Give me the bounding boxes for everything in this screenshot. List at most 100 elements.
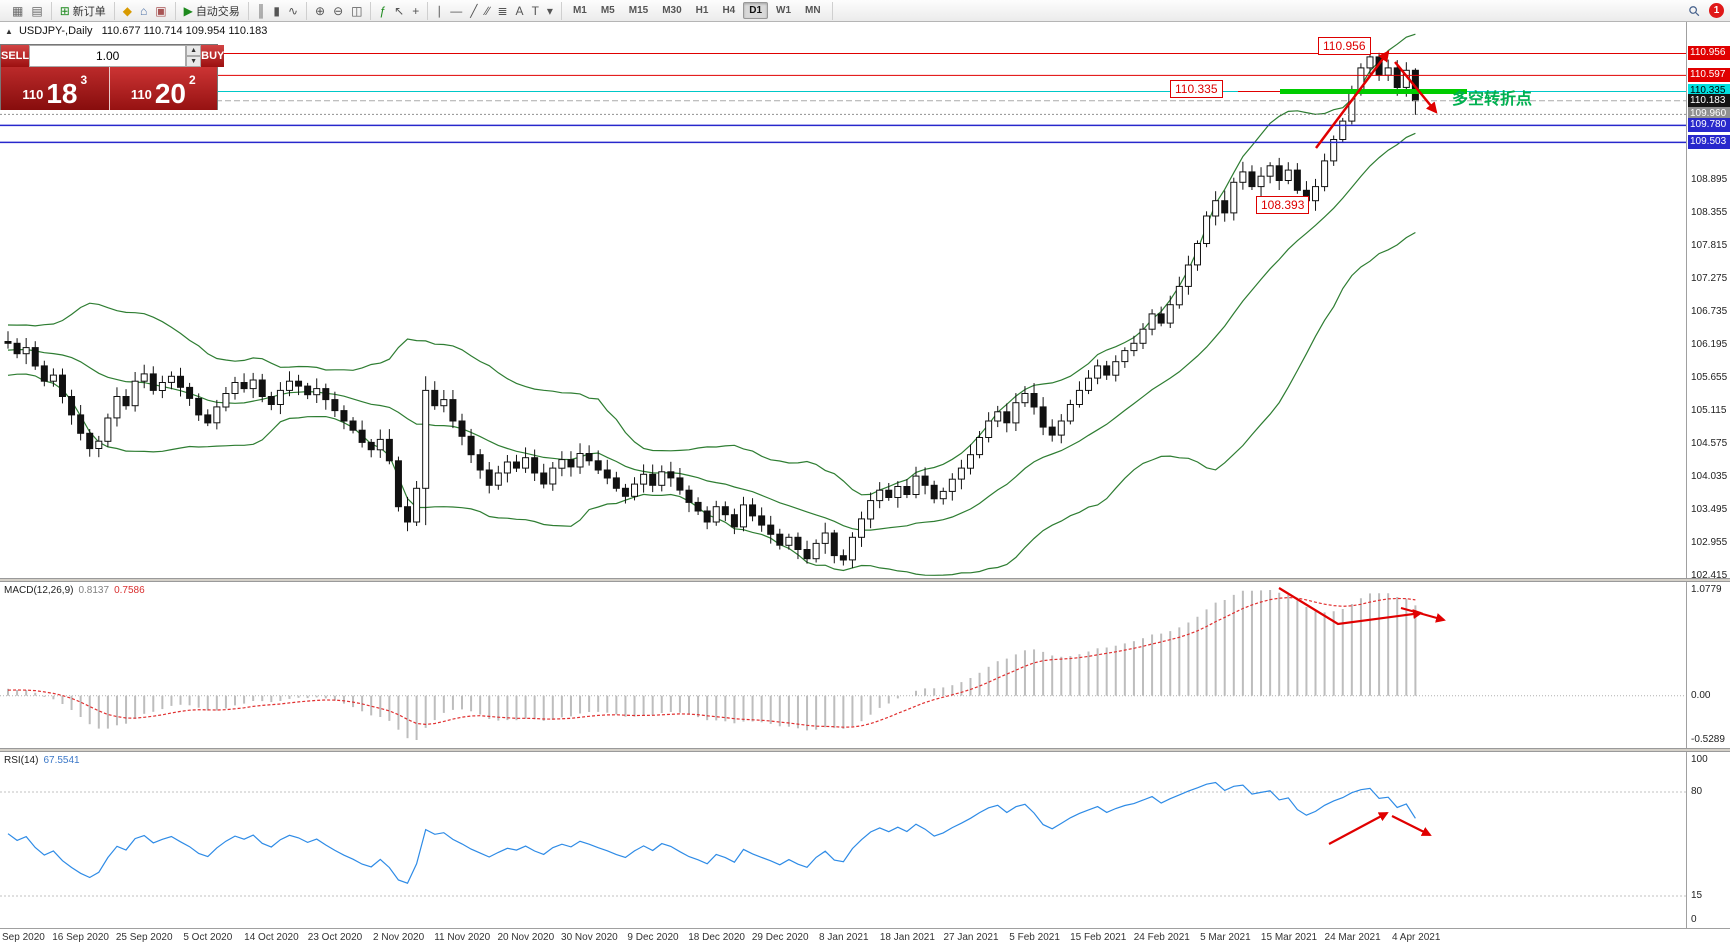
timeframe-w1[interactable]: W1 [776, 5, 792, 16]
trend-arrows[interactable] [1315, 50, 1438, 149]
line-chart-icon[interactable]: ∿ [284, 3, 302, 19]
new-order-button[interactable]: ⊞ 新订单 [56, 1, 110, 21]
bar-chart-icon[interactable]: ║ [253, 3, 270, 19]
panel-divider[interactable] [0, 748, 1730, 752]
volume-up-button[interactable]: ▲ [186, 45, 202, 56]
notification-badge[interactable]: 1 [1709, 3, 1724, 18]
rsi-panel[interactable]: RSI(14) 67.5541 [0, 752, 1686, 928]
rsi-arrows[interactable] [1328, 812, 1432, 845]
rsi-scale-label: 0 [1691, 914, 1697, 925]
price-scale-label: 105.115 [1691, 404, 1727, 416]
price-tag: 109.503 [1688, 135, 1730, 150]
date-label: 5 Oct 2020 [183, 932, 233, 943]
price-scale-label: 107.815 [1691, 239, 1728, 251]
timeframe-mn[interactable]: MN [805, 5, 821, 16]
bid-price-sup: 3 [80, 73, 88, 87]
toolbar-group: ║ ▮ ∿ [249, 1, 307, 20]
macd-arrows[interactable] [1278, 587, 1446, 626]
timeframe-d1[interactable]: D1 [743, 2, 769, 19]
shapes-icon[interactable]: ▾ [543, 3, 557, 19]
collapse-ohlc-icon[interactable]: ▲ [5, 27, 13, 36]
price-scale-label: 104.035 [1691, 471, 1728, 483]
market-watch-icon: ◆ [122, 3, 132, 18]
turning-point-text[interactable]: 多空转折点 [1452, 91, 1533, 108]
autotrading-play-icon: ▶ [183, 3, 193, 18]
trendline-icon[interactable]: ╱ [466, 3, 481, 19]
macd-panel[interactable]: MACD(12,26,9) 0.8137 0.7586 [0, 582, 1686, 748]
autotrading-button[interactable]: ▶ 自动交易 [180, 1, 244, 21]
toolbar-group: ◆ ⌂ ▣ [115, 1, 176, 20]
sell-button[interactable]: SELL [1, 45, 30, 67]
channel-icon[interactable]: ∕∕ [481, 3, 493, 19]
rsi-scale-label: 80 [1691, 786, 1703, 797]
price-chart[interactable] [0, 22, 1686, 578]
annotation-level-price[interactable]: 110.335 [1170, 80, 1223, 98]
label-icon[interactable]: T [528, 3, 543, 19]
navigator-icon[interactable]: ⌂ [136, 3, 151, 19]
date-label: 29 Dec 2020 [751, 932, 809, 943]
timeframe-m5[interactable]: M5 [600, 5, 615, 16]
indicators-icon: ƒ [379, 3, 387, 18]
search-icon[interactable]: ⚲ [1684, 1, 1704, 20]
horizontal-lines[interactable] [0, 53, 1686, 144]
vertical-line-icon[interactable]: ∣ [432, 3, 446, 19]
price-scale[interactable]: 109.435108.895108.355107.815107.275106.7… [1686, 22, 1730, 928]
timeframe-h1[interactable]: H1 [695, 5, 709, 16]
timeframe-m30[interactable]: M30 [662, 5, 682, 16]
date-label: 18 Jan 2021 [879, 932, 935, 943]
buy-price-button[interactable]: 110 20 2 [109, 67, 217, 110]
toolbar-group: ∣ ― ╱ ∕∕ ≣ A T ▾ [428, 1, 562, 20]
terminal-icon[interactable]: ▣ [151, 3, 170, 19]
candlestick-chart-icon[interactable]: ▮ [269, 3, 284, 19]
annotation-low-price[interactable]: 108.393 [1256, 196, 1310, 214]
macd-signal-line [7, 596, 1416, 728]
date-axis[interactable]: Sep 2020 16 Sep 2020 25 Sep 2020 5 Oct 2020… [0, 928, 1730, 946]
ask-price-big: 20 [154, 78, 186, 110]
sell-price-button[interactable]: 110 18 3 [1, 67, 110, 110]
zoom-out-icon[interactable]: ⊖ [329, 3, 347, 19]
zoom-in-icon[interactable]: ⊕ [311, 3, 329, 19]
new-order-button-label: 新订单 [72, 5, 106, 18]
ask-price-sup: 2 [188, 73, 196, 87]
timeframe-m15[interactable]: M15 [628, 5, 649, 16]
horizontal-line-icon: ― [450, 3, 463, 18]
macd-chart[interactable] [0, 582, 1686, 748]
horizontal-line-icon[interactable]: ― [446, 3, 466, 19]
panel-divider[interactable] [0, 578, 1730, 582]
toolbar-group: ⊞ 新订单 [52, 1, 115, 21]
date-label: 25 Sep 2020 [115, 932, 173, 943]
volume-input[interactable] [29, 45, 187, 67]
cursor-icon: ↖ [394, 3, 405, 18]
volume-stepper: ▲ ▼ [29, 45, 202, 67]
bid-price-big: 18 [46, 78, 78, 110]
cursor-icon[interactable]: ↖ [390, 3, 408, 19]
date-label: 15 Mar 2021 [1260, 932, 1318, 943]
main-chart-panel[interactable]: ▲ USDJPY-,Daily 110.677 110.714 109.954 … [0, 22, 1686, 578]
channel-icon: ∕∕ [485, 3, 490, 18]
chart-header: ▲ USDJPY-,Daily 110.677 110.714 109.954 … [5, 25, 267, 37]
crosshair-icon[interactable]: + [408, 3, 423, 19]
bid-price-prefix: 110 [22, 87, 44, 102]
ask-price-prefix: 110 [130, 87, 152, 102]
annotation-high-price[interactable]: 110.956 [1318, 37, 1371, 55]
rsi-chart[interactable] [0, 752, 1686, 928]
timeframe-h4[interactable]: H4 [722, 5, 736, 16]
timeframe-m1[interactable]: M1 [572, 5, 587, 16]
candles [4, 52, 1419, 569]
profiles-icon[interactable]: ▤ [27, 3, 46, 19]
indicators-icon[interactable]: ƒ [375, 3, 390, 19]
market-watch-icon[interactable]: ◆ [119, 3, 136, 19]
fibonacci-icon[interactable]: ≣ [493, 3, 511, 19]
buy-button[interactable]: BUY [201, 45, 225, 67]
terminal-icon: ▣ [155, 3, 167, 18]
tile-windows-icon[interactable]: ◫ [347, 3, 366, 19]
new-chart-icon[interactable]: ▦ [8, 3, 27, 19]
volume-down-button[interactable]: ▼ [186, 56, 202, 67]
price-scale-label: 108.895 [1691, 173, 1728, 185]
price-tag: 110.183 [1688, 93, 1730, 108]
chart-ohlc-values: 110.677 110.714 109.954 110.183 [101, 25, 268, 37]
toolbar-group: ƒ ↖ + [371, 1, 429, 20]
date-label: 30 Nov 2020 [561, 932, 618, 943]
date-label: 5 Feb 2021 [1009, 932, 1060, 943]
text-icon[interactable]: A [512, 3, 528, 19]
